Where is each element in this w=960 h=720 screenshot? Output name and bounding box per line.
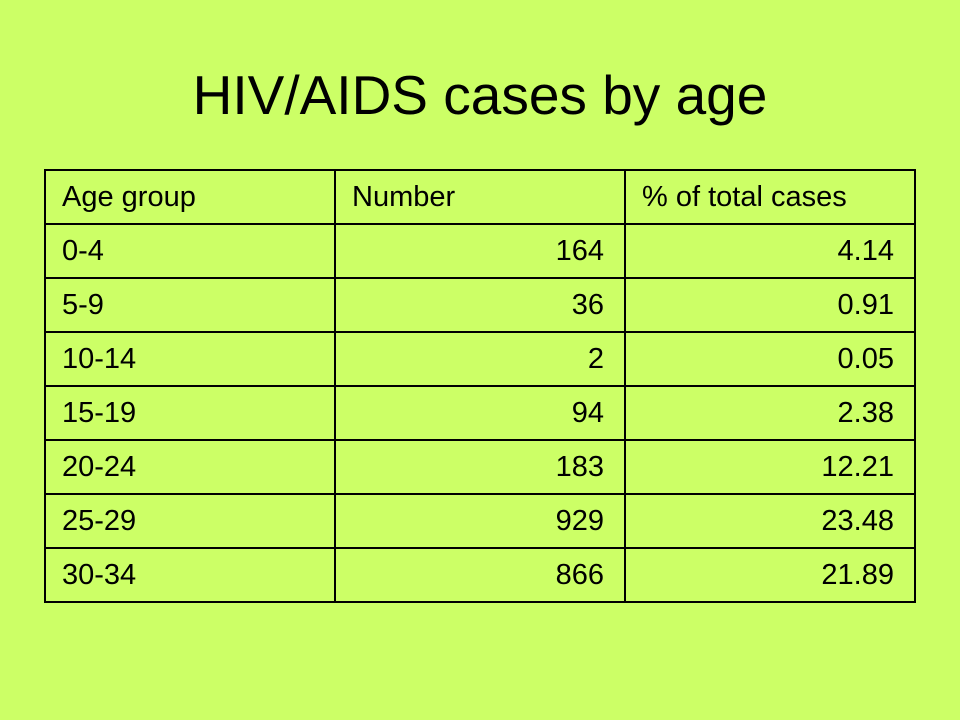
table-row: 30-34 866 21.89 [44,547,916,603]
header-age-group: Age group [44,169,336,225]
table-row: 0-4 164 4.14 [44,223,916,279]
cell-percent: 2.38 [624,385,916,441]
table-header-row: Age group Number % of total cases [44,169,916,225]
cell-percent: 4.14 [624,223,916,279]
table-row: 15-19 94 2.38 [44,385,916,441]
cell-age-group: 20-24 [44,439,336,495]
cell-number: 183 [334,439,626,495]
cell-number: 164 [334,223,626,279]
cell-age-group: 5-9 [44,277,336,333]
cell-age-group: 0-4 [44,223,336,279]
table-row: 5-9 36 0.91 [44,277,916,333]
cell-number: 929 [334,493,626,549]
cell-number: 2 [334,331,626,387]
cell-percent: 23.48 [624,493,916,549]
table-row: 10-14 2 0.05 [44,331,916,387]
age-cases-table: Age group Number % of total cases 0-4 16… [44,169,916,603]
cell-percent: 21.89 [624,547,916,603]
header-percent-total: % of total cases [624,169,916,225]
cell-number: 866 [334,547,626,603]
header-number: Number [334,169,626,225]
cell-number: 36 [334,277,626,333]
slide-title: HIV/AIDS cases by age [192,64,768,126]
table-row: 25-29 929 23.48 [44,493,916,549]
cell-percent: 0.05 [624,331,916,387]
table-row: 20-24 183 12.21 [44,439,916,495]
cell-age-group: 10-14 [44,331,336,387]
cell-age-group: 30-34 [44,547,336,603]
cell-percent: 0.91 [624,277,916,333]
cell-age-group: 25-29 [44,493,336,549]
cell-percent: 12.21 [624,439,916,495]
cell-number: 94 [334,385,626,441]
cell-age-group: 15-19 [44,385,336,441]
